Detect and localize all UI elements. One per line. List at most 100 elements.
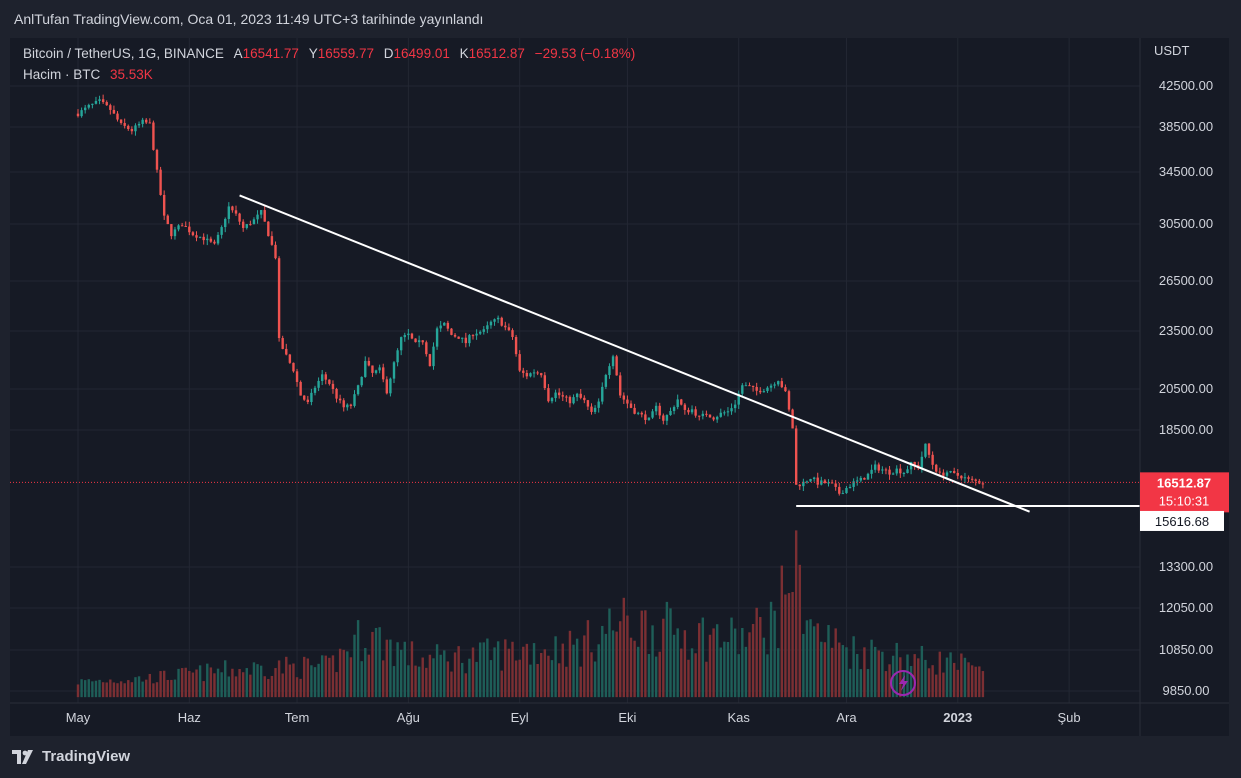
time-tick-label: Ara — [836, 710, 857, 725]
candle-body — [812, 477, 816, 479]
volume-bar — [94, 680, 98, 698]
candle-body — [762, 391, 766, 393]
candle-body — [730, 408, 733, 412]
candle-body — [195, 235, 198, 238]
volume-bar — [238, 669, 241, 698]
chart-area[interactable]: 42500.00 38500.00 34500.00 30500.00 26500.00… — [10, 38, 1229, 736]
volume-bar — [683, 630, 687, 698]
candle-body — [162, 194, 166, 216]
candle-body — [450, 328, 453, 335]
volume-bar — [396, 642, 399, 698]
volume-bar — [184, 667, 187, 698]
candle-body — [306, 399, 310, 402]
candle-body — [909, 461, 913, 470]
candle-body — [496, 317, 500, 320]
candle-body — [529, 373, 532, 377]
candle-body — [392, 362, 396, 379]
last-price-badge: 16512.87 15:10:31 — [1140, 472, 1229, 513]
candle-body — [443, 322, 446, 326]
volume-bar — [568, 630, 572, 698]
candle-body — [522, 370, 525, 373]
volume-bar — [127, 680, 130, 698]
candle-body — [389, 378, 392, 394]
volume-bar — [511, 641, 514, 698]
candle-body — [669, 410, 672, 416]
candle-body — [328, 379, 331, 384]
candle-body — [134, 125, 137, 132]
volume-bar — [615, 631, 618, 698]
candle-body — [342, 400, 345, 408]
candle-body — [572, 397, 575, 404]
symbol-legend[interactable]: Bitcoin / TetherUS, 1G, BINANCE A16541.7… — [23, 46, 636, 61]
volume-bar — [209, 667, 213, 698]
candle-body — [766, 387, 769, 392]
volume-label[interactable]: Hacim · BTC — [23, 67, 101, 82]
candle-body — [188, 226, 191, 233]
volume-legend[interactable]: Hacim · BTC 35.53K — [23, 67, 153, 82]
candle-body — [956, 472, 959, 476]
candle-body — [259, 210, 263, 215]
volume-bar — [432, 658, 435, 698]
volume-bar — [335, 672, 338, 698]
candle-body — [615, 356, 618, 376]
candle-body — [820, 480, 823, 485]
candle-body — [651, 411, 654, 418]
lightning-button[interactable] — [890, 670, 916, 696]
candle-body — [493, 319, 496, 322]
symbol-name[interactable]: Bitcoin / TetherUS, 1G, BINANCE — [23, 46, 224, 61]
candle-body — [310, 392, 313, 402]
candle-body — [733, 404, 737, 409]
volume-bar — [130, 682, 134, 698]
volume-bar — [565, 666, 568, 698]
candle-body — [514, 337, 518, 355]
volume-bar — [180, 668, 184, 698]
candle-body — [895, 468, 898, 474]
candle-body — [935, 464, 938, 472]
volume-bar — [823, 642, 827, 698]
volume-bar — [263, 676, 266, 698]
candle-body — [557, 392, 561, 396]
volume-bar — [105, 682, 108, 698]
volume-bar — [708, 634, 712, 698]
price-chart[interactable]: 42500.00 38500.00 34500.00 30500.00 26500.00… — [10, 38, 1229, 736]
candle-body — [723, 412, 726, 414]
candle-body — [550, 398, 554, 402]
candle-body — [245, 224, 248, 228]
candle-body — [202, 236, 205, 241]
candle-body — [970, 478, 974, 480]
volume-bar — [500, 670, 503, 698]
volume-bar — [963, 657, 967, 698]
candle-body — [604, 375, 608, 387]
volume-bar — [698, 623, 701, 698]
candle-body — [116, 113, 119, 120]
candle-body — [960, 475, 963, 479]
volume-bar — [694, 653, 697, 698]
volume-bar — [701, 617, 705, 698]
candle-body — [507, 327, 511, 331]
candle-body — [676, 399, 679, 408]
candle-body — [231, 206, 234, 211]
volume-bar — [931, 665, 934, 698]
candle-body — [277, 258, 281, 339]
volume-bar — [313, 667, 317, 698]
price-tick-label: 26500.00 — [1159, 273, 1213, 288]
candle-body — [249, 224, 252, 226]
volume-bar — [399, 649, 403, 698]
volume-bar — [439, 654, 442, 698]
candle-body — [863, 477, 866, 480]
volume-bar — [669, 608, 672, 698]
volume-bar — [662, 618, 665, 698]
volume-bar — [320, 655, 324, 698]
candle-body — [647, 417, 651, 420]
volume-bar — [360, 661, 363, 698]
candle-body — [586, 400, 590, 407]
candle-body — [777, 381, 780, 385]
tradingview-brand[interactable]: TradingView — [12, 748, 130, 765]
candle-body — [360, 376, 363, 386]
volume-bar — [834, 628, 837, 698]
volume-bar — [234, 676, 238, 698]
volume-bar — [195, 669, 198, 698]
candle-body — [543, 375, 547, 389]
candle-body — [748, 385, 751, 387]
candle-body — [435, 328, 439, 347]
